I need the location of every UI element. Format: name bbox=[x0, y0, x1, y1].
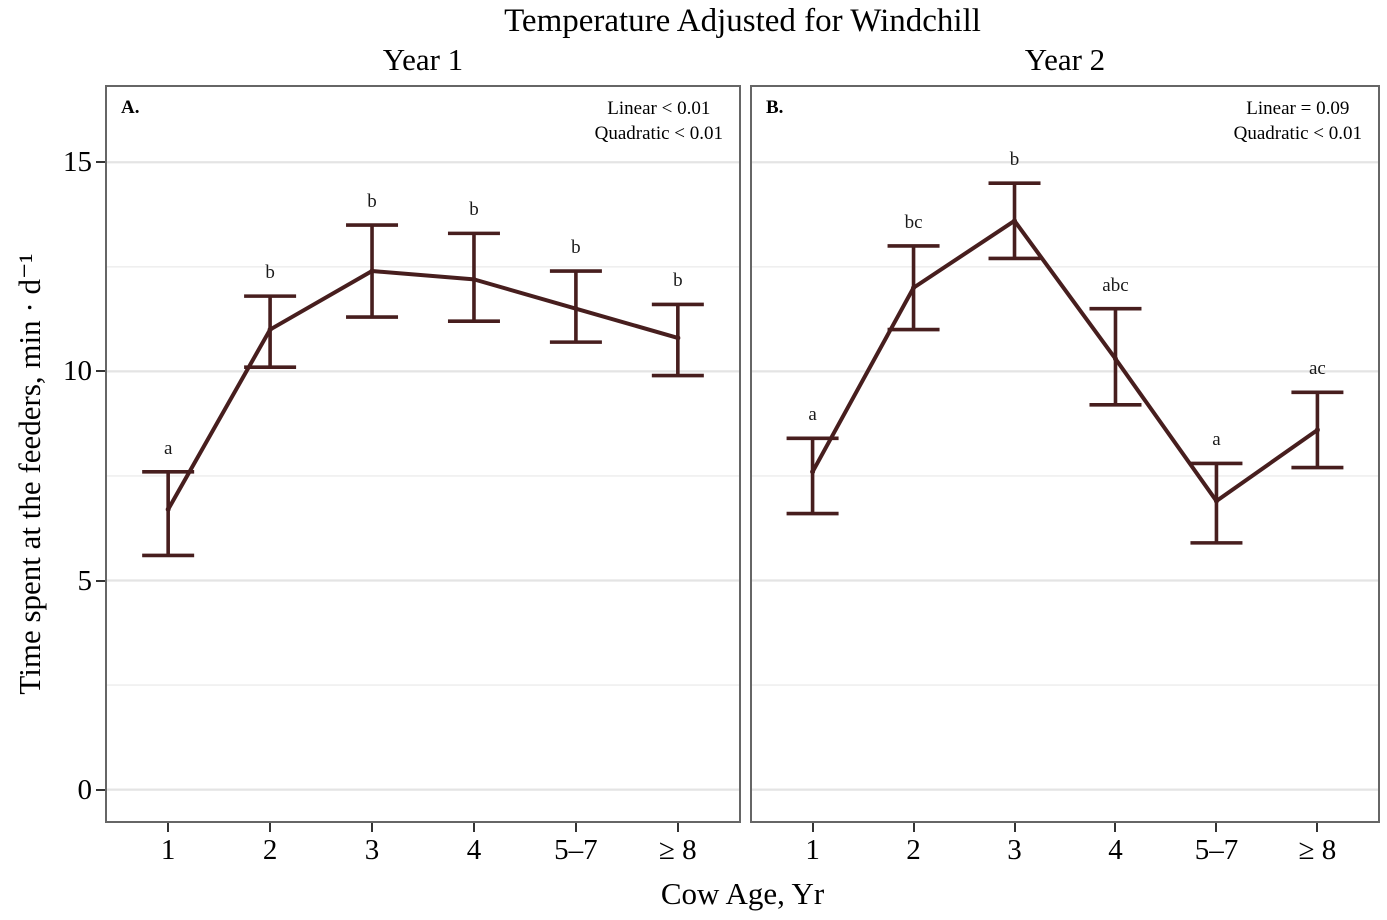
panel-year2: B. Linear = 0.09 Quadratic < 0.01 a bc b ab… bbox=[750, 85, 1380, 823]
x-tick-label: 4 bbox=[466, 834, 482, 866]
x-tick-label: 2 bbox=[262, 834, 278, 866]
x-tick-label: ≥ 8 bbox=[658, 834, 697, 866]
data-point bbox=[1314, 427, 1320, 433]
x-tick-label: 4 bbox=[1108, 834, 1123, 866]
x-axis-tick bbox=[912, 823, 915, 832]
y-tick-label: 0 bbox=[77, 773, 93, 806]
significance-letter: b bbox=[1009, 149, 1020, 171]
x-axis-tick bbox=[472, 823, 475, 832]
panel-year1: A. Linear < 0.01 Quadratic < 0.01 a b b b b b bbox=[105, 85, 741, 823]
x-tick-label: 5–7 bbox=[554, 834, 598, 866]
plot-area-year2 bbox=[752, 161, 1378, 791]
linear-pvalue: Linear = 0.09 bbox=[1246, 98, 1350, 119]
x-tick-label: 1 bbox=[805, 834, 820, 866]
x-tick-label: ≥ 8 bbox=[1298, 834, 1337, 866]
data-point bbox=[810, 469, 816, 475]
data-point bbox=[573, 306, 579, 312]
y-axis-tick bbox=[96, 579, 105, 582]
significance-letter: bc bbox=[904, 211, 923, 233]
panel-title-year2: Year 2 bbox=[1024, 42, 1106, 77]
x-axis-tick bbox=[1316, 823, 1319, 832]
x-axis-tick bbox=[269, 823, 272, 832]
trend-line bbox=[810, 218, 1319, 504]
data-point bbox=[675, 335, 681, 341]
significance-letter: a bbox=[1212, 429, 1221, 451]
x-tick-label: 5–7 bbox=[1194, 834, 1239, 866]
trend-line bbox=[166, 269, 679, 511]
x-axis-tick bbox=[1013, 823, 1016, 832]
quadratic-pvalue: Quadratic < 0.01 bbox=[1233, 123, 1362, 144]
x-axis-title: Cow Age, Yr bbox=[660, 876, 825, 911]
x-tick-label: 3 bbox=[364, 834, 380, 866]
data-point bbox=[165, 506, 171, 512]
y-tick-label: 5 bbox=[77, 564, 93, 597]
x-tick-label: 1 bbox=[160, 834, 176, 866]
significance-letter: b bbox=[265, 262, 275, 284]
significance-letter: ac bbox=[1308, 358, 1326, 380]
chart-title: Temperature Adjusted for Windchill bbox=[504, 3, 981, 39]
significance-letter: abc bbox=[1102, 274, 1129, 296]
data-point bbox=[1112, 356, 1118, 362]
x-axis-tick bbox=[676, 823, 679, 832]
significance-letter: b bbox=[469, 199, 479, 221]
x-axis-tick bbox=[1215, 823, 1218, 832]
x-axis-tick bbox=[574, 823, 577, 832]
data-point bbox=[911, 285, 917, 291]
quadratic-pvalue: Quadratic < 0.01 bbox=[594, 123, 723, 144]
panel-letter-a: A. bbox=[121, 97, 140, 118]
data-point bbox=[369, 268, 375, 274]
y-axis-tick bbox=[96, 370, 105, 373]
x-axis-tick bbox=[811, 823, 814, 832]
y-tick-label: 15 bbox=[63, 146, 92, 179]
pvalue-annotation-year1: Linear < 0.01 Quadratic < 0.01 bbox=[595, 96, 723, 146]
error-bar bbox=[142, 469, 195, 558]
y-tick-label: 10 bbox=[63, 355, 92, 388]
pvalue-annotation-year2: Linear = 0.09 Quadratic < 0.01 bbox=[1234, 96, 1362, 146]
panel-title-year1: Year 1 bbox=[382, 42, 464, 77]
panel-letter-b: B. bbox=[766, 97, 784, 118]
data-point bbox=[267, 327, 273, 333]
significance-letter: a bbox=[163, 437, 173, 459]
x-axis-tick bbox=[371, 823, 374, 832]
x-axis-tick bbox=[1114, 823, 1117, 832]
significance-letter: a bbox=[808, 404, 817, 426]
data-point bbox=[471, 276, 477, 282]
x-tick-label: 3 bbox=[1007, 834, 1022, 866]
significance-letter: b bbox=[673, 270, 683, 292]
data-point bbox=[1213, 498, 1219, 504]
significance-letter: b bbox=[367, 191, 377, 213]
plot-area-year1 bbox=[107, 161, 739, 791]
x-tick-label: 2 bbox=[906, 834, 921, 866]
y-axis-tick bbox=[96, 788, 105, 791]
x-axis-tick bbox=[167, 823, 170, 832]
significance-letter: b bbox=[571, 237, 581, 259]
linear-pvalue: Linear < 0.01 bbox=[607, 98, 711, 119]
data-point bbox=[1012, 218, 1018, 224]
y-axis-tick bbox=[96, 161, 105, 164]
